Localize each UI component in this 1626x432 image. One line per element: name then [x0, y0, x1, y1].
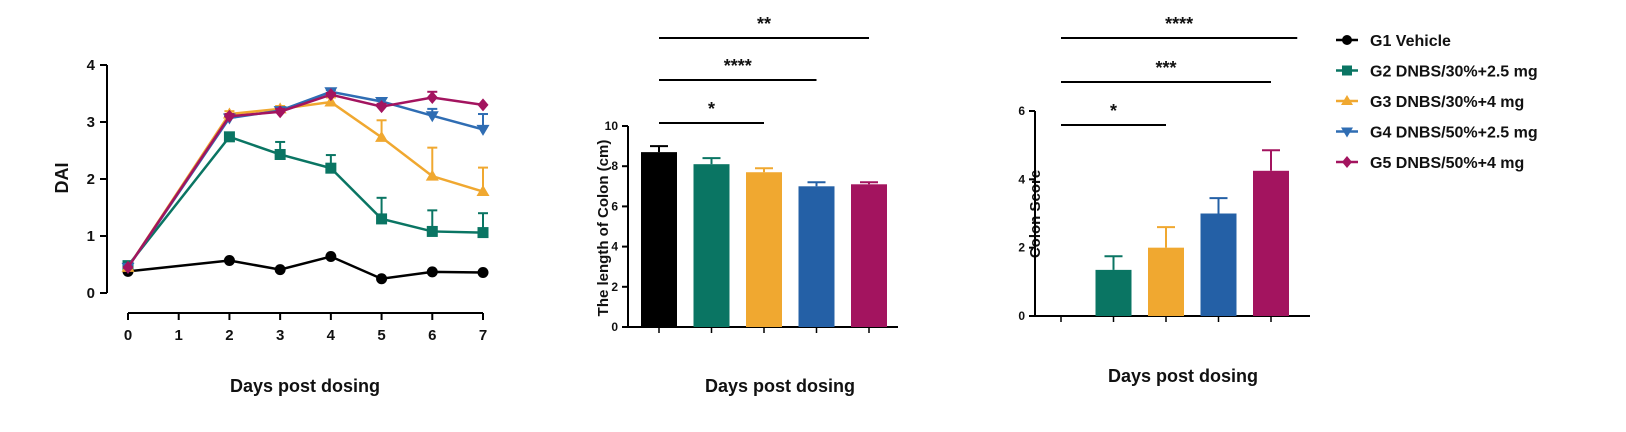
dai-point [223, 109, 235, 123]
dai-series-line [127, 135, 484, 267]
dai-x-tick-label: 2 [225, 327, 233, 344]
dai-point [274, 264, 286, 276]
dai-y-axis-title: DAI [52, 163, 72, 194]
colon-length-bar-chart: The length of Colon (cm) Days post dosin… [595, 14, 898, 396]
colon-score-significance-label: **** [1165, 14, 1193, 34]
legend-label: G1 Vehicle [1370, 33, 1451, 50]
dai-x-axis-title: Days post dosing [230, 376, 380, 396]
dai-point [426, 225, 438, 237]
dai-line-chart: DAI Days post dosing 0 1 2 3 4 0 1 2 3 4 5 6 7 [52, 57, 490, 396]
colon-score-y-tick-label: 2 [1018, 241, 1025, 255]
dai-y-tick-label: 1 [87, 228, 95, 245]
colon-length-significance-label: * [708, 99, 715, 119]
legend-item-3: G3 DNBS/30%+4 mg [1336, 94, 1524, 111]
colon-length-bar [746, 172, 782, 327]
legend-label: G2 DNBS/30%+2.5 mg [1370, 64, 1538, 81]
dai-point [376, 213, 388, 225]
dai-point [426, 266, 438, 278]
legend-label: G5 DNBS/50%+4 mg [1370, 155, 1524, 172]
dai-series-line [126, 100, 484, 269]
dai-point [425, 169, 439, 181]
colon-score-bar-chart: Colon Score Days post dosing 0246*******… [1018, 14, 1310, 386]
colon-length-y-tick-label: 10 [605, 119, 619, 133]
dai-x-tick-label: 7 [479, 327, 487, 344]
legend-item-5: G5 DNBS/50%+4 mg [1336, 155, 1524, 172]
dai-series-line [126, 93, 484, 269]
dai-point [325, 88, 337, 102]
dai-series-3 [121, 95, 490, 272]
legend-marker [1342, 35, 1352, 45]
colon-length-y-tick-label: 8 [611, 159, 618, 173]
colon-score-significance-label: * [1110, 101, 1117, 121]
colon-length-significance-label: **** [724, 56, 752, 76]
dai-point [476, 185, 490, 197]
dai-point [325, 251, 337, 263]
colon-length-y-axis-title: The length of Colon (cm) [595, 140, 612, 317]
dai-point [122, 260, 134, 274]
colon-score-significance-label: *** [1155, 58, 1176, 78]
dai-point [274, 148, 286, 160]
colon-length-y-tick-label: 6 [611, 199, 618, 213]
legend-marker [1342, 156, 1352, 168]
dai-y-tick-label: 2 [87, 171, 95, 188]
colon-score-bar [1148, 247, 1184, 316]
colon-length-significance-label: ** [757, 14, 771, 34]
dai-y-tick-label: 4 [87, 57, 96, 74]
dai-point [477, 227, 489, 239]
dai-point [376, 273, 388, 285]
legend: G1 Vehicle G2 DNBS/30%+2.5 mg G3 DNBS/30%+… [1336, 33, 1538, 172]
colon-score-bar [1253, 170, 1289, 316]
colon-length-bar [851, 184, 887, 327]
dai-x-tick-label: 3 [276, 327, 284, 344]
dai-series-1 [122, 251, 489, 285]
dai-point [375, 130, 389, 142]
colon-length-y-tick-label: 2 [611, 280, 618, 294]
dai-y-tick-label: 0 [87, 285, 95, 302]
dai-series-5 [122, 88, 489, 274]
dai-x-tick-label: 5 [377, 327, 385, 344]
dai-point [425, 111, 439, 123]
legend-label: G3 DNBS/30%+4 mg [1370, 94, 1524, 111]
dai-point [223, 255, 235, 267]
colon-length-bar [693, 164, 730, 327]
legend-marker [1341, 95, 1353, 105]
colon-length-bar [798, 186, 835, 327]
dai-point [274, 105, 286, 119]
colon-length-x-axis-title: Days post dosing [705, 376, 855, 396]
dai-x-tick-label: 0 [124, 327, 132, 344]
dai-x-tick-label: 6 [428, 327, 436, 344]
colon-score-y-tick-label: 4 [1018, 172, 1025, 186]
legend-marker [1341, 127, 1353, 138]
dai-point [477, 98, 489, 112]
dai-x-tick-label: 4 [327, 327, 336, 344]
legend-item-1: G1 Vehicle [1336, 33, 1451, 50]
dai-point [376, 100, 388, 114]
colon-score-bar [1200, 213, 1237, 316]
dai-point [223, 131, 235, 143]
dai-point [325, 162, 337, 174]
colon-score-bar [1095, 269, 1132, 316]
dai-series-2 [122, 131, 489, 272]
legend-item-2: G2 DNBS/30%+2.5 mg [1336, 64, 1538, 81]
legend-item-4: G4 DNBS/50%+2.5 mg [1336, 125, 1538, 142]
colon-length-bar [641, 152, 677, 327]
dai-point [477, 266, 489, 278]
colon-score-x-axis-title: Days post dosing [1108, 366, 1258, 386]
dai-point [476, 124, 490, 136]
colon-score-y-tick-label: 6 [1018, 104, 1025, 118]
legend-label: G4 DNBS/50%+2.5 mg [1370, 125, 1538, 142]
dai-point [426, 90, 438, 104]
colon-score-y-tick-label: 0 [1018, 309, 1025, 323]
dai-y-tick-label: 3 [87, 114, 95, 131]
legend-marker [1342, 65, 1352, 76]
colon-length-y-tick-label: 4 [611, 240, 618, 254]
dai-x-tick-label: 1 [175, 327, 183, 344]
colon-length-y-tick-label: 0 [611, 320, 618, 334]
